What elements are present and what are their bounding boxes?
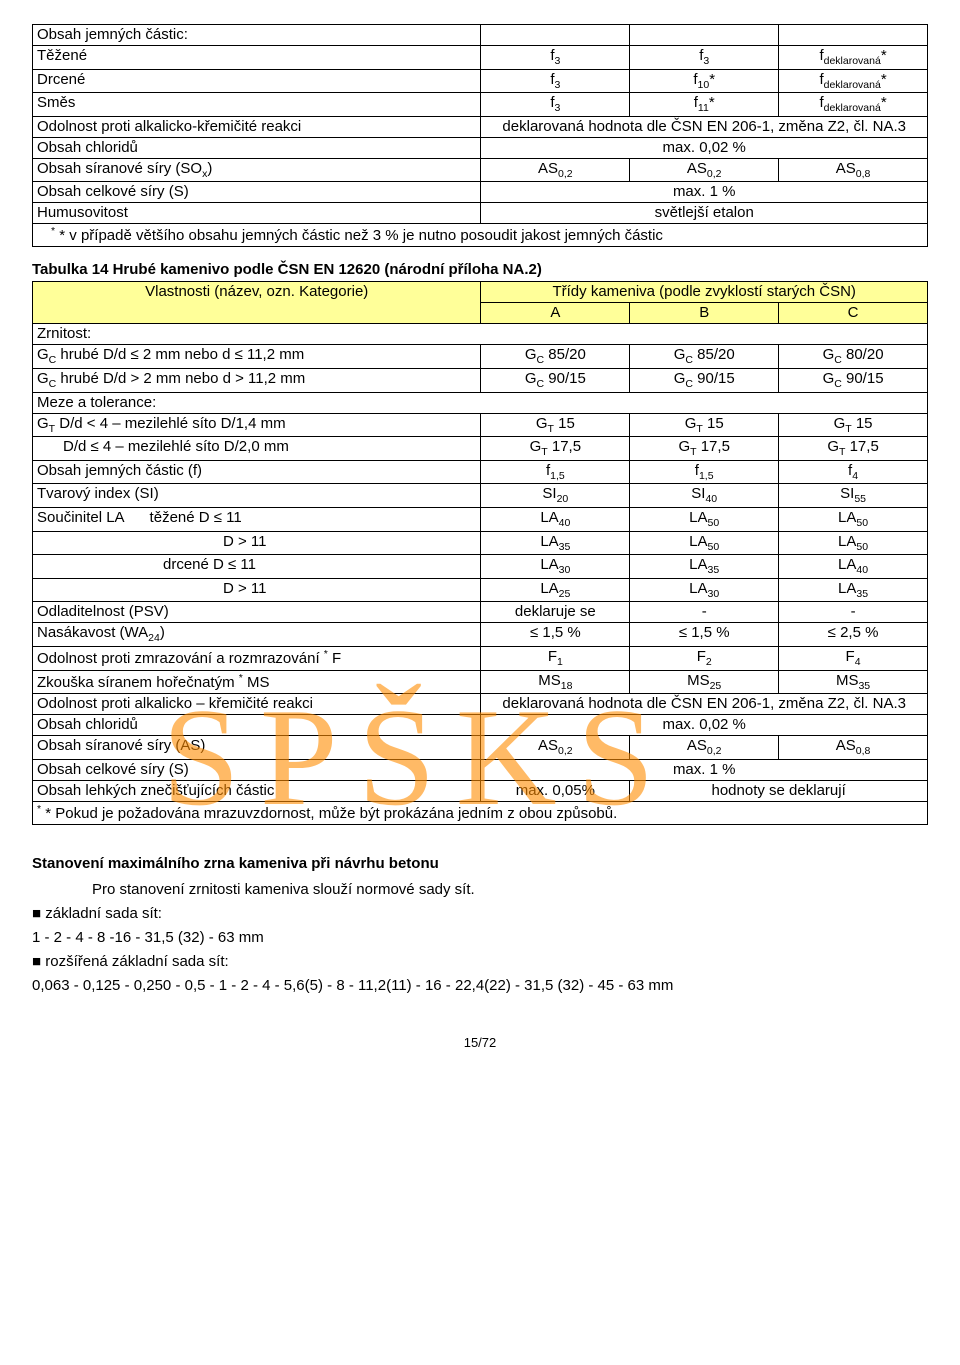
table14: Vlastnosti (název, ozn. Kategorie) Třídy… [32, 281, 928, 824]
t14-row: Zkouška síranem hořečnatým * MS [33, 670, 481, 694]
t13-label: Humusovitost [33, 203, 481, 224]
t14-row: Obsah celkové síry (S) [33, 759, 481, 780]
t14-row: Obsah síranové síry (AS) [33, 736, 481, 760]
t14-row: D/d ≤ 4 – mezilehlé síto D/2,0 mm [33, 437, 481, 461]
t14-row: Zrnitost: [33, 324, 928, 345]
t14-row: GC hrubé D/d > 2 mm nebo d > 11,2 mm [33, 368, 481, 392]
paragraph: 0,063 - 0,125 - 0,250 - 0,5 - 1 - 2 - 4 … [32, 977, 928, 995]
t14-row: Obsah lehkých znečišťujících částic [33, 780, 481, 801]
t13-footnote: * * v případě většího obsahu jemných čás… [33, 224, 928, 247]
t14-hdr-classes: Třídy kameniva (podle zvyklostí starých … [481, 282, 928, 303]
t13-label: Obsah chloridů [33, 137, 481, 158]
t14-row: Obsah jemných částic (f) [33, 460, 481, 484]
table13: Obsah jemných částic: Těženéf3f3fdeklaro… [32, 24, 928, 247]
t14-row: Součinitel LA těžené D ≤ 11 [33, 507, 481, 531]
t14-row: Odolnost proti zmrazování a rozmrazování… [33, 646, 481, 670]
section-title: Stanovení maximálního zrna kameniva při … [32, 855, 928, 873]
t13-label: Drcené [33, 69, 481, 93]
table14-title: Tabulka 14 Hrubé kamenivo podle ČSN EN 1… [32, 261, 928, 279]
t14-row: Tvarový index (SI) [33, 484, 481, 508]
t14-class-c: C [779, 303, 928, 324]
t14-row: Meze a tolerance: [33, 392, 928, 413]
t13-label: Odolnost proti alkalicko-křemičité reakc… [33, 116, 481, 137]
t14-row: Obsah chloridů [33, 715, 481, 736]
t14-row: GT D/d < 4 – mezilehlé síto D/1,4 mm [33, 413, 481, 437]
t14-row: D > 11 [33, 578, 481, 602]
t14-hdr-prop: Vlastnosti (název, ozn. Kategorie) [33, 282, 481, 324]
t14-row: drcené D ≤ 11 [33, 555, 481, 579]
t14-row: GC hrubé D/d ≤ 2 mm nebo d ≤ 11,2 mm [33, 345, 481, 369]
t14-row: Odolnost proti alkalicko – křemičité rea… [33, 694, 481, 715]
t14-footnote: * * Pokud je požadována mrazuvzdornost, … [33, 801, 928, 824]
t14-class-a: A [481, 303, 630, 324]
t13-label: Těžené [33, 46, 481, 70]
paragraph: 1 - 2 - 4 - 8 -16 - 31,5 (32) - 63 mm [32, 929, 928, 947]
t14-row: Odladitelnost (PSV) [33, 602, 481, 623]
paragraph: Pro stanovení zrnitosti kameniva slouží … [32, 881, 928, 899]
bullet-item: rozšířená základní sada sít: [32, 953, 928, 971]
t13-label: Obsah celkové síry (S) [33, 182, 481, 203]
t13-label: Obsah jemných částic: [33, 25, 481, 46]
page-content: SPŠKS Obsah jemných částic: Těženéf3f3fd… [32, 24, 928, 1050]
t13-label: Směs [33, 93, 481, 117]
t13-label: Obsah síranové síry (SOx) [33, 158, 481, 182]
t14-class-b: B [630, 303, 779, 324]
t14-row: Nasákavost (WA24) [33, 623, 481, 647]
bullet-item: základní sada sít: [32, 905, 928, 923]
page-number: 15/72 [32, 1035, 928, 1051]
t14-row: D > 11 [33, 531, 481, 555]
